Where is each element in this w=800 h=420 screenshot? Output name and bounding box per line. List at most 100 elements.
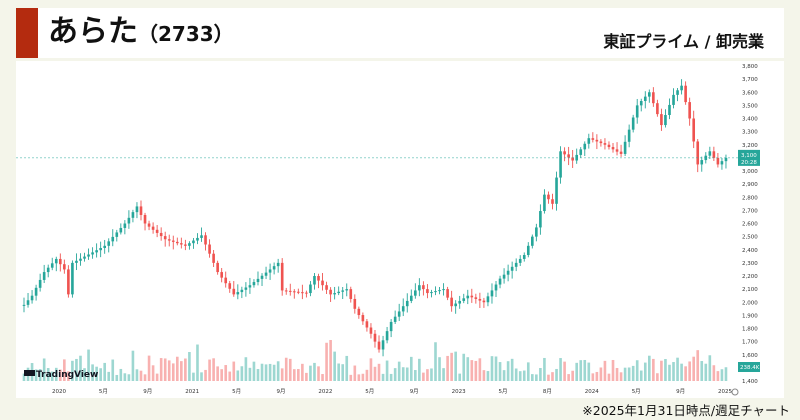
candle [696, 139, 700, 173]
candle [139, 200, 143, 221]
candle [381, 335, 385, 357]
candle [514, 258, 518, 272]
volume-bar [397, 361, 401, 381]
volume-bar [139, 370, 143, 381]
volume-bar [212, 358, 215, 381]
last-price-tag [738, 149, 760, 166]
candle [502, 268, 506, 284]
candle [543, 189, 546, 214]
candle [526, 242, 530, 258]
volume-bar [575, 362, 579, 381]
volume-bar [518, 371, 522, 381]
candle [587, 133, 591, 149]
candle [369, 323, 373, 339]
y-tick-label: 2,800 [742, 195, 758, 201]
candle [155, 225, 159, 238]
candle [260, 273, 264, 286]
candle [50, 257, 54, 271]
volume-bar [559, 358, 562, 381]
x-tick-label: 2025 [718, 389, 732, 395]
candle [115, 229, 119, 242]
volume-bar [87, 349, 90, 381]
volume-bar [232, 361, 236, 381]
candle [397, 303, 401, 322]
volume-bar [147, 355, 151, 381]
candle [377, 335, 381, 353]
candle [434, 286, 437, 296]
volume-bar [401, 367, 405, 381]
volume-bar [115, 374, 119, 381]
volume-bars [22, 340, 728, 381]
candle [627, 124, 631, 148]
candle [373, 329, 377, 348]
candle [454, 300, 457, 314]
candle [325, 281, 328, 295]
volume-bar [450, 352, 453, 381]
volume-bar [478, 358, 482, 381]
volume-bar [668, 364, 671, 381]
candle [204, 232, 207, 251]
volume-bar [79, 355, 82, 381]
watermark-text: TradingView [36, 370, 98, 380]
volume-bar [639, 370, 643, 381]
volume-bar [409, 356, 413, 381]
candle [79, 253, 82, 266]
y-tick-label: 3,400 [742, 117, 758, 123]
candle [244, 282, 248, 297]
volume-bar [615, 367, 619, 381]
volume-bar [313, 362, 316, 381]
x-tick-label: 2024 [585, 389, 599, 395]
candle [720, 157, 724, 170]
candle [385, 326, 389, 344]
volume-bar [329, 340, 332, 381]
y-tick-label: 3,200 [742, 143, 758, 149]
candle [276, 258, 280, 273]
volume-bar [95, 366, 98, 381]
volume-bar [643, 362, 647, 381]
volume-bar [63, 359, 66, 381]
candle [135, 202, 139, 219]
candle [127, 210, 131, 229]
volume-bar [587, 362, 591, 381]
y-tick-label: 2,300 [742, 261, 758, 267]
volume-bar [204, 369, 207, 381]
volume-bar [127, 374, 131, 381]
candle [478, 292, 482, 309]
volume-bar [131, 350, 135, 381]
x-tick-label: 9月 [410, 388, 419, 395]
candle [365, 319, 369, 332]
volume-bar [716, 371, 720, 381]
candle [482, 297, 486, 308]
candle [345, 283, 349, 297]
candle [450, 290, 453, 312]
volume-bar [631, 365, 635, 381]
candle [252, 279, 256, 288]
candle [611, 143, 615, 153]
x-tick-label: 2022 [318, 389, 332, 395]
volume-bar [38, 369, 42, 381]
candle [67, 265, 70, 298]
y-tick-label: 3,500 [742, 103, 758, 109]
candle [414, 283, 417, 299]
last-price-time: 20:28 [741, 160, 757, 166]
candle [510, 261, 514, 279]
y-tick-label: 1,900 [742, 313, 758, 319]
volume-bar [619, 372, 623, 381]
candle [422, 281, 425, 296]
settings-icon[interactable] [731, 388, 739, 396]
candle [648, 89, 651, 103]
candle [240, 286, 244, 299]
candle [192, 237, 195, 249]
candle [652, 87, 655, 107]
stock-code: （2733） [138, 22, 234, 46]
candle [264, 266, 268, 280]
volume-bar [50, 371, 54, 381]
candle [171, 235, 175, 250]
candle [498, 275, 502, 289]
volume-bar [188, 352, 191, 381]
volume-bar [474, 360, 478, 381]
candle [26, 292, 30, 308]
volume-bar [547, 374, 550, 381]
x-tick-label: 8月 [543, 388, 552, 395]
candle [567, 146, 570, 166]
